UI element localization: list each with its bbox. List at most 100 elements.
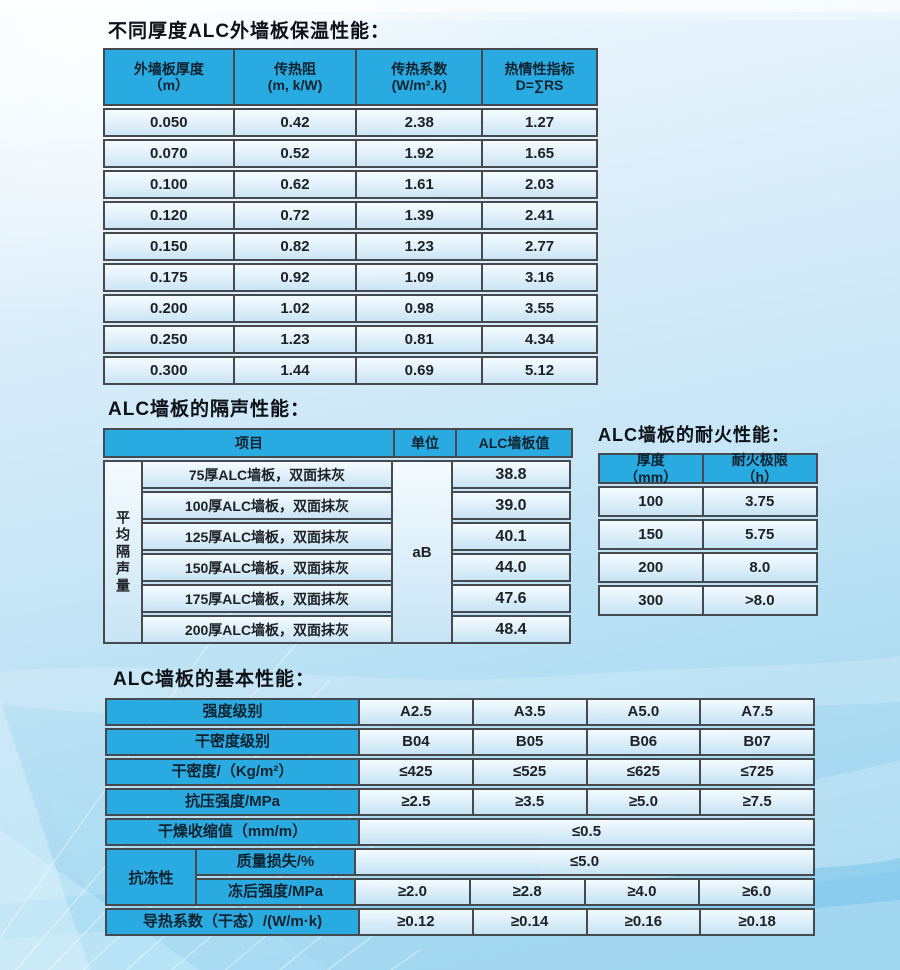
insulation-header-row: 外墙板厚度 （m） 传热阻 (m, k/W) 传热系数 (W/m².k) 热情性…	[103, 48, 598, 106]
cell: 0.100	[150, 175, 188, 193]
header-line-2: （mm）	[624, 468, 678, 485]
section-title-sound: ALC墙板的隔声性能：	[108, 399, 311, 420]
cell: B07	[699, 730, 813, 754]
cell: 0.150	[150, 237, 188, 255]
header-line-1: 热情性指标	[504, 60, 575, 77]
table-row: 0.100 0.62 1.61 2.03	[103, 170, 598, 199]
header-line-2: （m）	[148, 77, 190, 93]
value-cell: 40.1	[451, 522, 571, 551]
insulation-table: 外墙板厚度 （m） 传热阻 (m, k/W) 传热系数 (W/m².k) 热情性…	[103, 48, 598, 385]
cell: 3.75	[701, 488, 816, 515]
cell: 2.03	[481, 172, 596, 197]
cell: 0.72	[232, 203, 356, 228]
cell: 1.92	[355, 141, 481, 166]
cell: ≥5.0	[585, 790, 700, 814]
header-line-1: 传热阻	[274, 60, 317, 77]
table-row: 冻后强度/MPa ≥2.0 ≥2.8 ≥4.0 ≥6.0	[195, 878, 815, 906]
cell: 2.77	[481, 234, 596, 259]
cell: 3.16	[481, 265, 596, 290]
table-row: 抗压强度/MPa ≥2.5 ≥3.5 ≥5.0 ≥7.5	[105, 788, 815, 816]
cell: 0.92	[232, 265, 356, 290]
cell: 0.300	[150, 361, 188, 379]
header-line-1: 厚度	[636, 452, 665, 469]
row-sublabel: 冻后强度/MPa	[197, 880, 354, 904]
column-header-coefficient: 传热系数 (W/m².k)	[355, 50, 481, 104]
header-line-2: （h）	[741, 468, 779, 485]
cell: ≤425	[358, 760, 472, 784]
item-cell: 150厚ALC墙板，双面抹灰	[141, 553, 393, 582]
cell: 2.38	[355, 110, 481, 135]
value-cell: 48.4	[451, 615, 571, 644]
cell: 300	[638, 591, 664, 609]
table-row: 强度级别 A2.5 A3.5 A5.0 A7.5	[105, 698, 815, 726]
table-row: 300 >8.0	[598, 585, 818, 616]
table-row: 干密度/（Kg/m²） ≤425 ≤525 ≤625 ≤725	[105, 758, 815, 786]
table-row: 0.120 0.72 1.39 2.41	[103, 201, 598, 230]
cell: ≤725	[699, 760, 813, 784]
table-row: 干燥收缩值（mm/m） ≤0.5	[105, 818, 815, 846]
basic-table: 强度级别 A2.5 A3.5 A5.0 A7.5 干密度级别 B04 B05 B…	[105, 698, 815, 936]
cell: >8.0	[701, 587, 816, 614]
cell: 4.34	[481, 327, 596, 352]
cell: 200	[638, 558, 664, 576]
column-header-value: ALC墙板值	[455, 430, 571, 456]
table-row: 100 3.75	[598, 486, 818, 517]
cell: ≤525	[471, 760, 586, 784]
fire-table: 厚度 （mm） 耐火极限 （h） 100 3.75 150 5.75 200 8…	[598, 452, 818, 616]
cell: ≥2.5	[358, 790, 472, 814]
table-row: 干密度级别 B04 B05 B06 B07	[105, 728, 815, 756]
cell: 0.98	[355, 296, 481, 321]
cell: ≥7.5	[699, 790, 813, 814]
cell: ≥3.5	[471, 790, 586, 814]
column-header-unit: 单位	[393, 430, 455, 456]
table-row: 200 8.0	[598, 552, 818, 583]
header-line-1: 外墙板厚度	[133, 60, 204, 77]
row-label: 干燥收缩值（mm/m）	[107, 820, 358, 844]
cell: 1.02	[232, 296, 356, 321]
item-cell: 100厚ALC墙板，双面抹灰	[141, 491, 393, 520]
table-row: 150 5.75	[598, 519, 818, 550]
item-column: 75厚ALC墙板，双面抹灰 100厚ALC墙板，双面抹灰 125厚ALC墙板，双…	[141, 460, 393, 644]
row-label: 抗压强度/MPa	[107, 790, 358, 814]
value-column: 38.8 39.0 40.1 44.0 47.6 48.4	[451, 460, 571, 644]
cell: ≤625	[585, 760, 700, 784]
row-label: 干密度级别	[107, 730, 358, 754]
cell: 1.39	[355, 203, 481, 228]
cell: 0.050	[150, 113, 188, 131]
row-group-label: 平均隔声量	[103, 460, 143, 644]
cell: 100	[638, 492, 664, 510]
cell: 1.09	[355, 265, 481, 290]
table-row: 质量损失/% ≤5.0	[195, 848, 815, 876]
cell: B04	[358, 730, 472, 754]
table-row: 导热系数（干态）/(W/m·k) ≥0.12 ≥0.14 ≥0.16 ≥0.18	[105, 908, 815, 936]
cell: 1.27	[481, 110, 596, 135]
cell: 8.0	[701, 554, 816, 581]
merged-cell: ≤5.0	[354, 850, 813, 874]
sound-header-row: 项目 单位 ALC墙板值	[103, 428, 573, 458]
column-header-thickness: 外墙板厚度 （m）	[105, 50, 233, 104]
cell: 0.62	[232, 172, 356, 197]
cell: 1.61	[355, 172, 481, 197]
table-row: 0.200 1.02 0.98 3.55	[103, 294, 598, 323]
cell: 0.200	[150, 299, 188, 317]
cell: ≥0.18	[699, 910, 813, 934]
cell: B06	[585, 730, 700, 754]
item-cell: 75厚ALC墙板，双面抹灰	[141, 460, 393, 489]
item-cell: 200厚ALC墙板，双面抹灰	[141, 615, 393, 644]
column-header-thickness: 厚度 （mm）	[600, 452, 702, 485]
table-row: 0.175 0.92 1.09 3.16	[103, 263, 598, 292]
column-header-inertia: 热情性指标 D=∑RS	[481, 50, 596, 104]
cell: 0.82	[232, 234, 356, 259]
cell: A3.5	[471, 700, 586, 724]
cell: A2.5	[358, 700, 472, 724]
row-label: 干密度/（Kg/m²）	[107, 760, 358, 784]
cell: 5.12	[481, 358, 596, 383]
cell: 0.175	[150, 268, 188, 286]
merged-cell: ≤0.5	[358, 820, 813, 844]
cell: 1.44	[232, 358, 356, 383]
row-label: 强度级别	[107, 700, 358, 724]
header-line-2: D=∑RS	[515, 77, 564, 93]
cell: 0.69	[355, 358, 481, 383]
cell: 1.65	[481, 141, 596, 166]
